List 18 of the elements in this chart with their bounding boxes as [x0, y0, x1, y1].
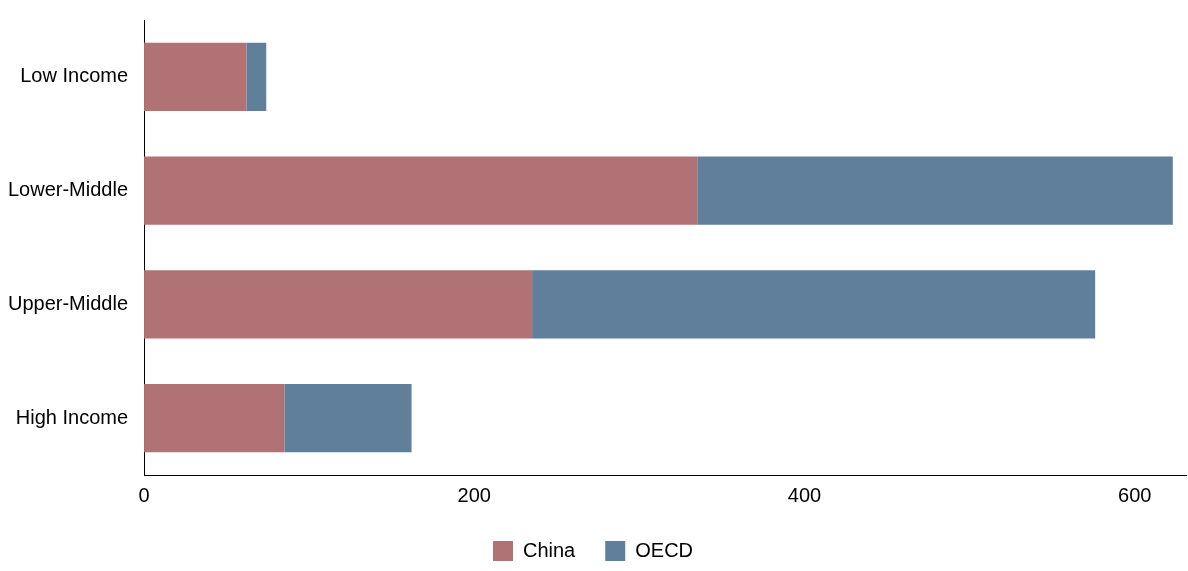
bar — [532, 270, 1096, 339]
x-tick-label: 600 — [1118, 483, 1152, 506]
x-tick-label: 400 — [787, 483, 822, 506]
legend-label: OECD — [635, 538, 694, 561]
bar — [144, 156, 698, 225]
bar — [697, 156, 1173, 225]
x-tick-label: 200 — [457, 483, 491, 506]
bar — [144, 384, 285, 453]
bar — [284, 384, 412, 453]
bar — [144, 270, 533, 339]
bar — [246, 42, 267, 111]
y-tick-label: Upper-Middle — [7, 291, 129, 314]
y-tick-label: Low Income — [20, 64, 129, 87]
y-tick-label: High Income — [15, 405, 129, 428]
legend-label: China — [522, 538, 577, 561]
y-tick-label: Lower-Middle — [7, 178, 129, 201]
bar — [144, 42, 247, 111]
x-tick-label: 0 — [138, 483, 150, 506]
